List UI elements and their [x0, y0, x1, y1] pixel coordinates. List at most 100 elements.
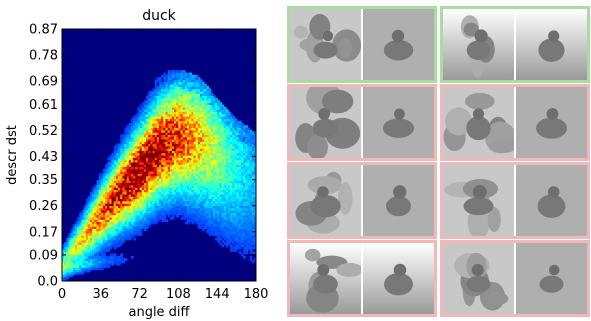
density-cell — [210, 113, 214, 117]
density-cell — [154, 136, 158, 140]
density-cell — [204, 97, 208, 101]
density-cell — [171, 79, 175, 83]
density-cell — [240, 203, 244, 206]
density-cell — [189, 132, 192, 135]
density-cell — [156, 164, 160, 168]
density-cell — [178, 184, 182, 188]
density-cell — [137, 221, 141, 225]
density-cell — [238, 159, 242, 163]
density-cell — [85, 205, 89, 209]
density-cell — [124, 230, 128, 234]
density-cell — [126, 205, 130, 209]
density-cell — [193, 145, 197, 149]
density-cell — [77, 228, 80, 232]
density-cell — [90, 203, 93, 206]
density-cell — [180, 86, 184, 90]
density-cell — [180, 200, 184, 204]
density-cell — [165, 207, 169, 211]
density-cell — [236, 191, 240, 195]
density-cell — [178, 196, 182, 200]
density-cell — [72, 258, 76, 261]
density-cell — [215, 205, 218, 209]
density-cell — [124, 212, 128, 216]
density-cell — [204, 109, 208, 113]
density-cell — [240, 214, 244, 218]
density-cell — [223, 228, 227, 232]
density-cell — [176, 180, 179, 184]
density-cell — [253, 228, 256, 232]
density-cell — [197, 191, 201, 195]
density-cell — [107, 171, 111, 174]
density-cell — [212, 97, 216, 101]
density-cell — [202, 127, 205, 131]
density-cell — [197, 152, 201, 156]
density-cell — [167, 171, 171, 174]
density-cell — [115, 219, 119, 223]
density-cell — [137, 203, 141, 206]
density-cell — [154, 125, 158, 129]
density-cell — [202, 191, 205, 195]
density-cell — [247, 132, 251, 135]
image-pair-tile — [440, 6, 590, 83]
density-cell — [249, 214, 253, 218]
density-cell — [165, 111, 169, 115]
density-cell — [232, 171, 236, 174]
density-cell — [191, 207, 195, 211]
density-cell — [210, 152, 214, 156]
density-cell — [202, 88, 205, 92]
density-cell — [223, 187, 227, 190]
density-cell — [230, 198, 233, 202]
density-cell — [249, 232, 253, 236]
density-cell — [102, 248, 106, 252]
density-cell — [130, 198, 134, 202]
density-cell — [115, 205, 119, 209]
density-cell — [217, 120, 220, 124]
density-cell — [253, 246, 256, 250]
density-cell — [234, 155, 238, 158]
density-cell — [219, 228, 223, 232]
density-cell — [118, 207, 121, 211]
density-cell — [169, 97, 173, 101]
density-cell — [238, 182, 242, 186]
density-cell — [174, 145, 177, 149]
density-cell — [135, 173, 139, 177]
density-cell — [169, 216, 173, 220]
density-cell — [79, 269, 82, 273]
density-cell — [227, 191, 231, 195]
density-cell — [156, 209, 160, 213]
density-cell — [154, 134, 158, 138]
density-cell — [247, 239, 251, 243]
density-cell — [146, 136, 149, 140]
density-cell — [152, 214, 156, 218]
density-cell — [163, 141, 167, 145]
density-cell — [159, 143, 162, 147]
density-cell — [215, 143, 218, 147]
density-cell — [107, 175, 111, 179]
density-cell — [243, 161, 246, 165]
density-cell — [204, 125, 208, 129]
density-cell — [150, 161, 154, 165]
density-cell — [247, 193, 251, 197]
density-cell — [230, 134, 233, 138]
density-cell — [253, 187, 256, 190]
density-cell — [83, 205, 87, 209]
density-cell — [165, 77, 169, 80]
density-cell — [225, 221, 229, 225]
density-cell — [124, 129, 128, 133]
density-cell — [184, 141, 188, 145]
density-cell — [124, 216, 128, 220]
density-cell — [163, 145, 167, 149]
density-cell — [253, 219, 256, 223]
density-cell — [81, 212, 85, 216]
density-cell — [240, 152, 244, 156]
density-cell — [174, 164, 177, 168]
density-cell — [245, 193, 248, 197]
density-cell — [130, 228, 134, 232]
density-cell — [247, 230, 251, 234]
density-cell — [72, 264, 76, 268]
density-cell — [247, 216, 251, 220]
density-cell — [238, 198, 242, 202]
density-cell — [122, 161, 126, 165]
density-cell — [184, 182, 188, 186]
density-cell — [118, 228, 121, 232]
